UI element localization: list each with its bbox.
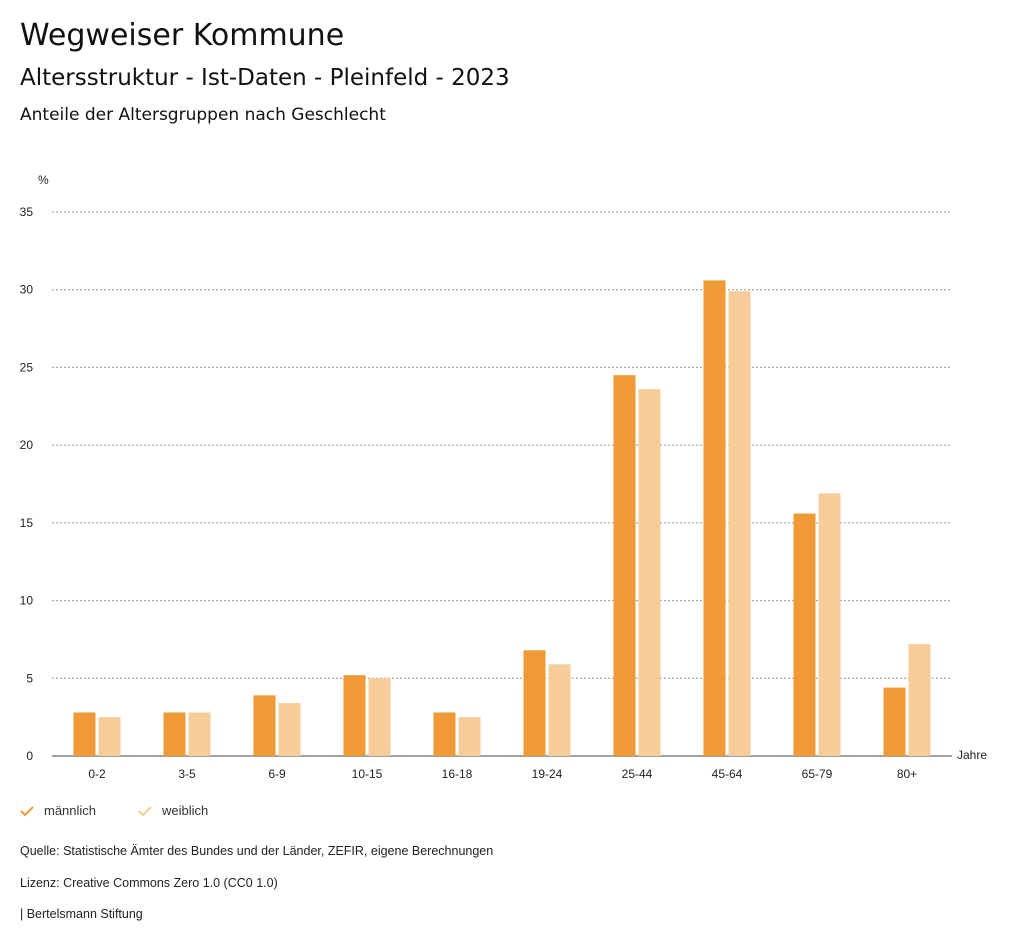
brand-text: | Bertelsmann Stiftung [20,907,143,921]
y-tick-label: 20 [20,438,34,452]
y-tick-label: 30 [20,283,34,297]
source-text: Quelle: Statistische Ämter des Bundes un… [20,844,494,858]
bar-male-3-5 [163,712,186,756]
license-text: Lizenz: Creative Commons Zero 1.0 (CC0 1… [20,876,278,890]
bar-chart: % Jahre 0 5 10 15 20 25 30 35 0-2 3-5 6-9 10-15 16-1… [20,173,988,781]
check-icon [138,805,152,816]
bar-male-0-2 [73,712,96,756]
x-tick-label: 3-5 [178,767,196,781]
bar-male-45-64 [703,280,726,756]
page-subtitle: Altersstruktur - Ist-Daten - Pleinfeld -… [20,65,510,91]
y-tick-label: 25 [20,360,34,374]
x-tick-label: 45-64 [712,767,743,781]
legend-label: männlich [44,803,97,818]
x-tick-label: 80+ [897,767,917,781]
bar-female-25-44 [638,389,661,756]
bar-female-16-18 [458,717,481,756]
check-icon [20,805,34,816]
y-tick-label: 5 [26,671,33,685]
bar-male-80+ [883,687,906,756]
x-tick-label: 19-24 [532,767,563,781]
x-tick-label: 6-9 [268,767,286,781]
legend-item-female[interactable]: weiblich [138,803,208,818]
bar-male-16-18 [433,712,456,756]
bar-female-10-15 [368,678,391,756]
bar-male-25-44 [613,375,636,756]
legend-label: weiblich [162,803,209,818]
bar-female-3-5 [188,712,211,756]
bar-female-0-2 [98,717,121,756]
y-tick-label: 0 [26,749,33,763]
bar-male-65-79 [793,513,816,756]
y-tick-label: 15 [20,516,34,530]
y-axis-label: % [38,173,49,187]
x-axis-label: Jahre [957,748,987,762]
bar-female-6-9 [278,703,301,756]
x-tick-label: 0-2 [88,767,106,781]
y-tick-label: 10 [20,594,34,608]
bar-female-45-64 [728,291,751,756]
bar-female-19-24 [548,664,571,756]
x-tick-label: 65-79 [802,767,833,781]
bar-male-6-9 [253,695,276,756]
x-tick-label: 16-18 [442,767,473,781]
y-tick-label: 35 [20,205,34,219]
x-tick-label: 25-44 [622,767,653,781]
bar-female-65-79 [818,493,841,756]
chart-title: Anteile der Altersgruppen nach Geschlech… [20,105,386,125]
bar-male-19-24 [523,650,546,756]
x-tick-label: 10-15 [352,767,383,781]
bar-male-10-15 [343,675,366,756]
bar-female-80+ [908,644,931,756]
legend-item-male[interactable]: männlich [20,803,96,818]
app-title: Wegweiser Kommune [20,18,345,53]
